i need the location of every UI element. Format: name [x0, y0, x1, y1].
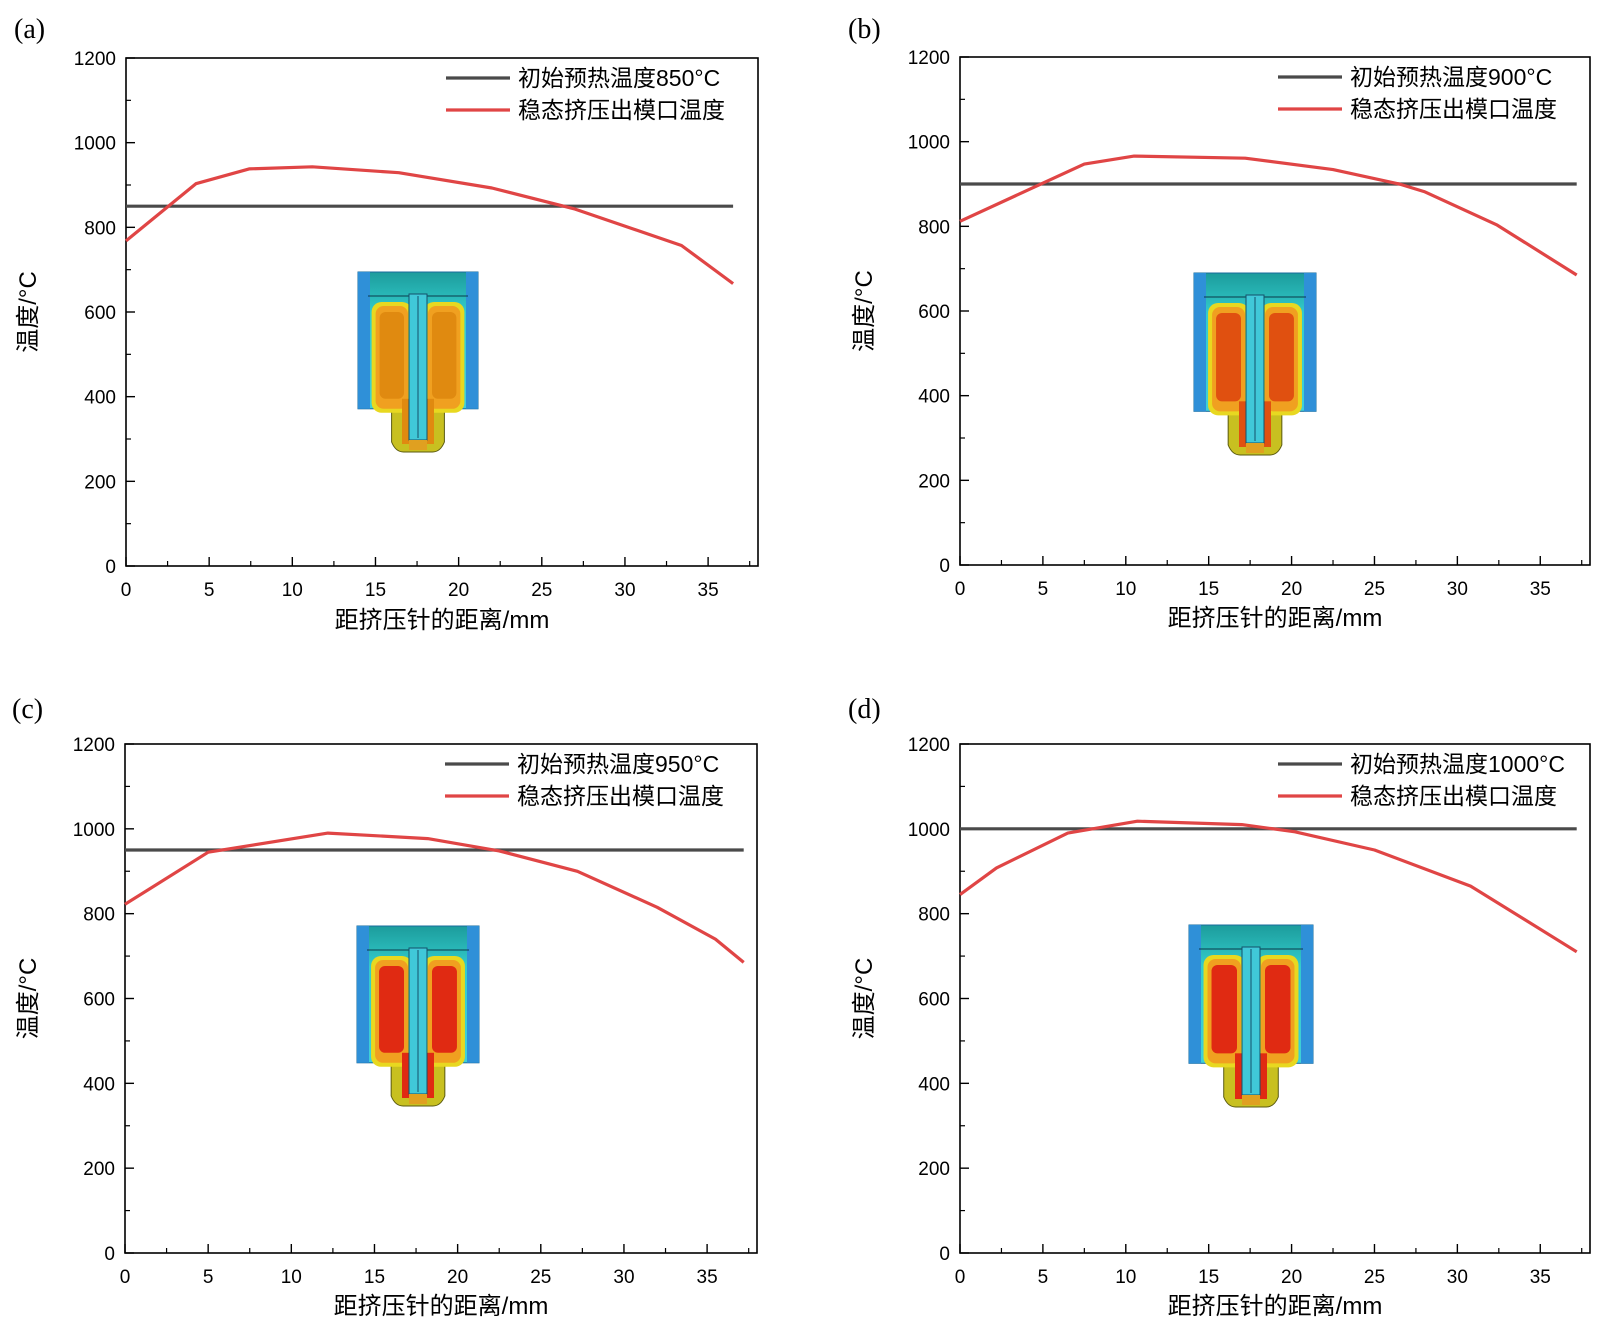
y-tick-label: 400 — [83, 1074, 115, 1095]
x-axis-label: 距挤压针的距离/mm — [1168, 1293, 1383, 1320]
steady-exit-temperature-line — [959, 819, 1578, 954]
x-tick-label: 0 — [955, 1267, 966, 1288]
y-axis-label: 温度/°C — [851, 270, 878, 352]
x-tick-label: 10 — [1115, 1267, 1136, 1288]
y-tick-label: 0 — [939, 556, 950, 577]
steady-exit-temperature-line — [959, 154, 1578, 277]
y-tick-label: 1000 — [74, 134, 116, 155]
x-tick-label: 5 — [204, 580, 215, 601]
x-tick-label: 30 — [613, 1267, 634, 1288]
legend-label: 稳态挤压出模口温度 — [1350, 783, 1557, 809]
x-axis-label: 距挤压针的距离/mm — [334, 1293, 549, 1320]
x-tick-label: 20 — [1281, 1267, 1302, 1288]
chart-panel: (d) 0 200 400 600 800 1000 1200 0 5 10 15 20 25 30 35 距挤… — [848, 694, 1591, 1320]
legend-label: 初始预热温度950°C — [517, 751, 719, 777]
y-tick-label: 0 — [104, 1244, 115, 1265]
y-tick-label: 1200 — [74, 49, 116, 70]
x-tick-label: 10 — [1115, 579, 1136, 600]
y-tick-label: 800 — [918, 217, 950, 238]
x-tick-label: 5 — [203, 1267, 214, 1288]
y-tick-label: 800 — [918, 905, 950, 926]
x-tick-label: 15 — [1198, 579, 1219, 600]
panel-label: (a) — [14, 14, 45, 45]
y-axis-label: 温度/°C — [15, 271, 42, 353]
y-tick-label: 800 — [84, 218, 116, 239]
panel-label: (b) — [848, 14, 881, 45]
legend-label: 初始预热温度850°C — [518, 65, 720, 91]
x-tick-label: 0 — [121, 580, 132, 601]
x-tick-label: 25 — [1364, 1267, 1385, 1288]
x-tick-label: 25 — [530, 1267, 551, 1288]
x-tick-label: 0 — [120, 1267, 131, 1288]
die-thermal-contour-icon — [1193, 272, 1317, 456]
chart-panel: (a) 0 200 400 600 800 1000 1200 0 5 10 15 20 25 30 35 距挤… — [14, 14, 759, 634]
x-tick-label: 30 — [1447, 579, 1468, 600]
legend-label: 稳态挤压出模口温度 — [517, 783, 724, 809]
x-tick-label: 25 — [531, 580, 552, 601]
panel-label: (d) — [848, 694, 881, 725]
x-axis-label: 距挤压针的距离/mm — [1168, 605, 1383, 632]
y-tick-label: 800 — [83, 905, 115, 926]
y-tick-label: 200 — [918, 1159, 950, 1180]
y-tick-label: 600 — [83, 990, 115, 1011]
y-tick-label: 400 — [84, 388, 116, 409]
x-tick-label: 15 — [364, 1267, 385, 1288]
y-tick-label: 600 — [918, 990, 950, 1011]
x-tick-label: 35 — [698, 580, 719, 601]
chart-panel: (c) 0 200 400 600 800 1000 1200 0 5 10 15 20 25 30 35 距挤… — [12, 694, 758, 1320]
y-tick-label: 400 — [918, 1074, 950, 1095]
y-tick-label: 1200 — [908, 48, 950, 69]
y-tick-label: 200 — [84, 472, 116, 493]
chart-panel: (b) 0 200 400 600 800 1000 1200 0 5 10 15 20 25 30 35 距挤… — [848, 14, 1591, 632]
y-tick-label: 1000 — [908, 133, 950, 154]
steady-exit-temperature-line — [124, 165, 735, 285]
legend-label: 初始预热温度900°C — [1350, 64, 1552, 90]
legend-label: 稳态挤压出模口温度 — [518, 97, 725, 123]
x-tick-label: 35 — [697, 1267, 718, 1288]
y-axis-label: 温度/°C — [851, 958, 878, 1040]
y-tick-label: 600 — [84, 303, 116, 324]
x-tick-label: 35 — [1530, 1267, 1551, 1288]
x-tick-label: 20 — [448, 580, 469, 601]
steady-exit-temperature-line — [124, 831, 745, 964]
y-tick-label: 400 — [918, 387, 950, 408]
x-tick-label: 15 — [365, 580, 386, 601]
y-tick-label: 1200 — [73, 735, 115, 756]
panel-label: (c) — [12, 694, 43, 725]
x-tick-label: 10 — [282, 580, 303, 601]
y-tick-label: 200 — [918, 471, 950, 492]
x-tick-label: 35 — [1530, 579, 1551, 600]
die-thermal-contour-icon — [1188, 924, 1314, 1108]
x-tick-label: 30 — [614, 580, 635, 601]
x-tick-label: 10 — [281, 1267, 302, 1288]
y-tick-label: 600 — [918, 302, 950, 323]
legend-label: 初始预热温度1000°C — [1350, 751, 1565, 777]
x-tick-label: 30 — [1447, 1267, 1468, 1288]
y-tick-label: 1200 — [908, 735, 950, 756]
legend-label: 稳态挤压出模口温度 — [1350, 96, 1557, 122]
y-tick-label: 1000 — [908, 820, 950, 841]
x-axis-label: 距挤压针的距离/mm — [335, 607, 550, 634]
y-tick-label: 0 — [939, 1244, 950, 1265]
y-tick-label: 200 — [83, 1159, 115, 1180]
x-tick-label: 15 — [1198, 1267, 1219, 1288]
x-tick-label: 20 — [447, 1267, 468, 1288]
x-tick-label: 20 — [1281, 579, 1302, 600]
x-tick-label: 25 — [1364, 579, 1385, 600]
die-thermal-contour-icon — [357, 271, 479, 453]
x-tick-label: 0 — [955, 579, 966, 600]
die-thermal-contour-icon — [356, 925, 480, 1107]
x-tick-label: 5 — [1038, 1267, 1049, 1288]
y-tick-label: 0 — [105, 557, 116, 578]
y-tick-label: 1000 — [73, 820, 115, 841]
y-axis-label: 温度/°C — [15, 958, 42, 1040]
x-tick-label: 5 — [1038, 579, 1049, 600]
